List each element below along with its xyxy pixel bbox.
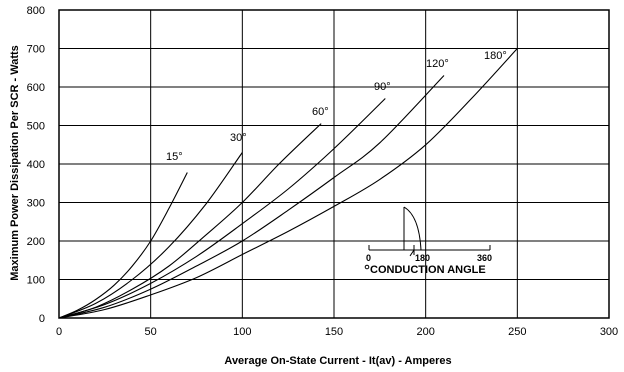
inset-degree-symbol — [364, 264, 370, 270]
y-tick-label-700: 700 — [27, 44, 45, 56]
inset-conduction-marker — [409, 249, 415, 257]
y-tick-label-0: 0 — [39, 313, 45, 325]
data-curves — [58, 48, 518, 319]
x-tick-label-0: 0 — [56, 326, 62, 338]
curve-90-deg — [58, 98, 386, 319]
curve-15-deg — [58, 172, 188, 319]
curve-label-90: 90° — [374, 81, 391, 93]
curve-labels: 15° 30° 60° 90° 120° 180° — [166, 50, 507, 163]
y-tick-label-600: 600 — [27, 82, 45, 94]
x-tick-label-300: 300 — [600, 326, 618, 338]
y-tick-label-400: 400 — [27, 159, 45, 171]
x-tick-label-50: 50 — [145, 326, 157, 338]
y-tick-label-200: 200 — [27, 236, 45, 248]
conduction-angle-inset: 0 180 360 CONDUCTION ANGLE — [364, 206, 492, 276]
tick-labels: 0 50 100 150 200 250 300 0 100 200 300 400 500 600 700… — [27, 5, 619, 338]
y-tick-label-500: 500 — [27, 121, 45, 133]
inset-scale-360: 360 — [477, 253, 492, 263]
inset-scale-180: 180 — [415, 253, 430, 263]
inset-scale-0: 0 — [366, 253, 371, 263]
curve-label-15: 15° — [166, 151, 183, 163]
x-tick-label-200: 200 — [416, 326, 434, 338]
curve-60-deg — [58, 123, 322, 319]
x-axis-label: Average On-State Current - It(av) - Ampe… — [224, 355, 451, 367]
curve-label-180: 180° — [484, 50, 507, 62]
x-tick-label-100: 100 — [233, 326, 251, 338]
curve-180-deg — [58, 48, 518, 319]
y-tick-label-100: 100 — [27, 275, 45, 287]
y-tick-label-300: 300 — [27, 198, 45, 210]
curve-label-30: 30° — [230, 132, 247, 144]
x-tick-label-150: 150 — [325, 326, 343, 338]
x-tick-label-250: 250 — [508, 326, 526, 338]
y-tick-label-800: 800 — [27, 5, 45, 17]
inset-waveform — [403, 206, 422, 251]
inset-title: CONDUCTION ANGLE — [370, 264, 486, 276]
curve-30-deg — [58, 152, 243, 319]
curve-label-120: 120° — [426, 58, 449, 70]
plot-frame — [58, 9, 610, 319]
y-axis-label: Maximum Power Dissipation Per SCR - Watt… — [9, 45, 21, 281]
curve-label-60: 60° — [312, 106, 329, 118]
curve-120-deg — [58, 75, 445, 319]
